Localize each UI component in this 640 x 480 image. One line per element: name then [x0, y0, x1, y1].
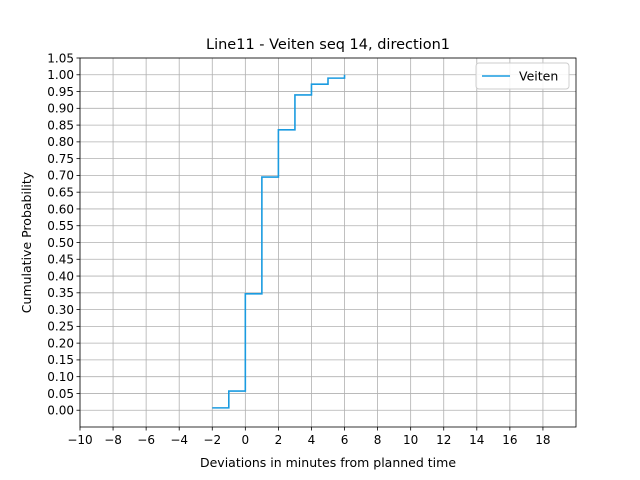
y-tick-label: 0.05 [47, 387, 74, 401]
x-tick-label: 8 [374, 433, 382, 447]
x-tick-label: 14 [469, 433, 484, 447]
x-tick-label: −4 [170, 433, 188, 447]
y-tick-label: 0.30 [47, 303, 74, 317]
y-tick-label: 0.95 [47, 85, 74, 99]
y-tick-label: 0.60 [47, 202, 74, 216]
y-tick-label: 0.45 [47, 253, 74, 267]
x-axis-label: Deviations in minutes from planned time [200, 455, 456, 470]
y-tick-label: 0.25 [47, 320, 74, 334]
y-tick-label: 0.80 [47, 135, 74, 149]
y-tick-label: 0.35 [47, 286, 74, 300]
y-tick-label: 1.00 [47, 68, 74, 82]
y-tick-label: 0.10 [47, 370, 74, 384]
x-tick-label: −8 [104, 433, 122, 447]
x-tick-label: −6 [137, 433, 155, 447]
y-tick-label: 0.20 [47, 336, 74, 350]
y-tick-label: 0.00 [47, 404, 74, 418]
chart-title: Line11 - Veiten seq 14, direction1 [206, 37, 450, 53]
y-tick-label: 0.15 [47, 353, 74, 367]
x-tick-label: 18 [535, 433, 550, 447]
series-layer [212, 74, 346, 409]
y-tick-label: 0.65 [47, 185, 74, 199]
y-tick-label: 0.55 [47, 219, 74, 233]
y-tick-label: 0.75 [47, 152, 74, 166]
y-tick-label: 0.50 [47, 236, 74, 250]
y-tick-label: 0.70 [47, 169, 74, 183]
x-tick-label: 6 [341, 433, 349, 447]
series-line-veiten [212, 74, 346, 409]
x-tick-label: 4 [308, 433, 316, 447]
y-tick-label: 0.40 [47, 269, 74, 283]
x-tick-label: 0 [242, 433, 250, 447]
y-tick-label: 0.90 [47, 102, 74, 116]
y-tick-label: 1.05 [47, 51, 74, 65]
x-tick-label: 2 [275, 433, 283, 447]
y-tick-label: 0.85 [47, 118, 74, 132]
x-tick-label: −10 [67, 433, 92, 447]
x-tick-label: 16 [502, 433, 517, 447]
y-axis: 0.00 0.05 0.10 0.15 0.20 0.25 0.30 0.35 0.40 0.45… [47, 51, 80, 418]
x-axis: −10 −8 −6 −4 −2 0 2 4 6 8 10 12 14 16 18 [67, 427, 551, 447]
legend-label: Veiten [519, 69, 558, 84]
x-tick-label: −2 [203, 433, 221, 447]
legend: Veiten [475, 62, 570, 90]
y-axis-label: Cumulative Probability [19, 171, 34, 313]
legend-box [475, 62, 570, 90]
x-tick-label: 12 [436, 433, 451, 447]
x-tick-label: 10 [403, 433, 418, 447]
